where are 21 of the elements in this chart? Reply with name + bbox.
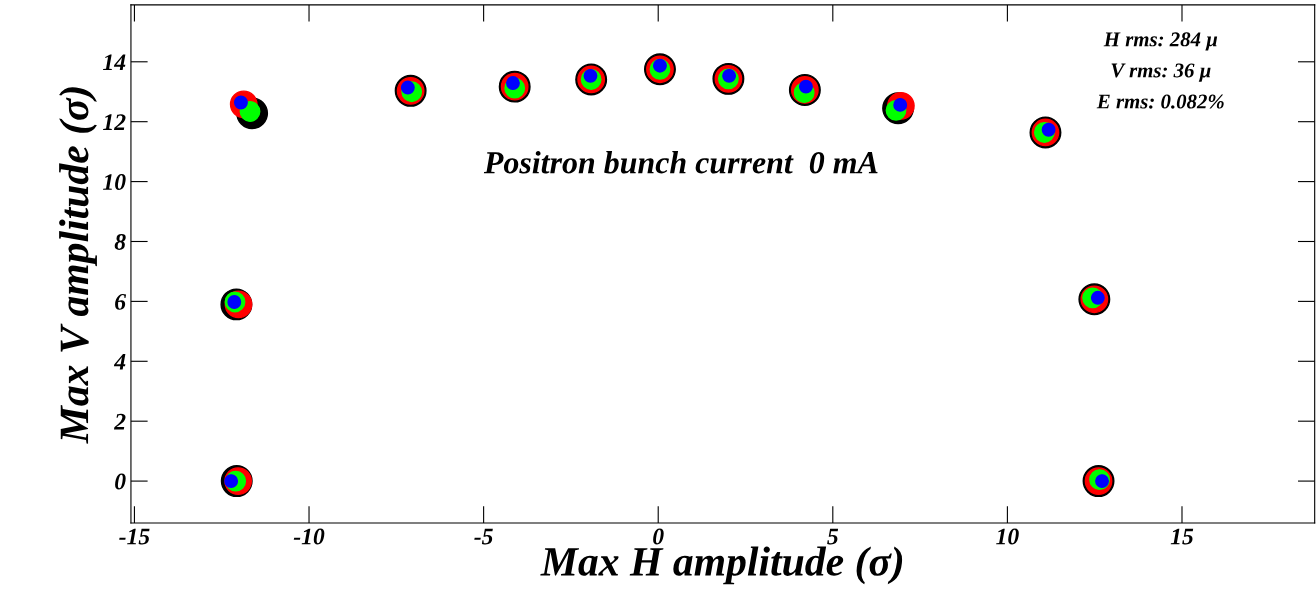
x-tick-label: 10 [996, 528, 1019, 545]
x-tick-label: 15 [1170, 528, 1194, 545]
annotation: Positron bunch current 0 mA [483, 151, 878, 174]
annotation: H rms: 284 μ [1103, 32, 1218, 51]
y-tick-label: 0 [115, 473, 126, 490]
y-tick-label: 4 [113, 353, 126, 370]
y-tick-label: 14 [103, 54, 126, 70]
x-tick-label: 0 [653, 528, 664, 545]
x-tick-label: -5 [474, 528, 493, 545]
annotation: V rms: 36 μ [1111, 63, 1211, 82]
y-tick-label: 12 [103, 114, 126, 130]
y-axis-title: Max V amplitude (σ) [59, 87, 97, 444]
y-tick-label: 10 [103, 174, 126, 191]
y-tick-label: 8 [114, 233, 126, 250]
annotation: E rms: 0.082% [1096, 94, 1224, 109]
y-tick-label: 2 [113, 413, 126, 430]
x-tick-label: -10 [293, 528, 325, 545]
x-tick-label: 5 [827, 528, 839, 545]
x-axis-title: Max H amplitude (σ) [540, 546, 903, 585]
y-tick-label: 6 [115, 293, 127, 310]
x-tick-label: -15 [119, 528, 150, 545]
